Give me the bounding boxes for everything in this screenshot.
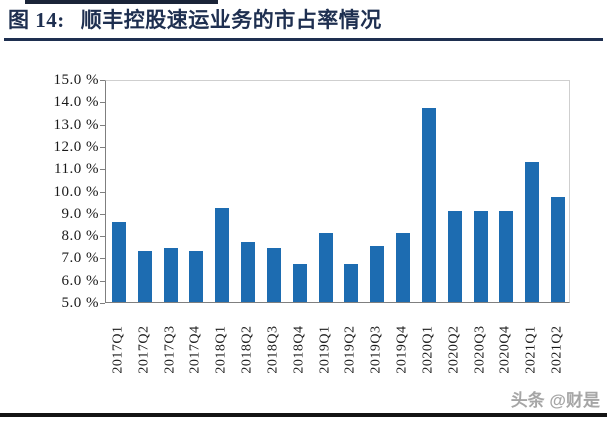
bar-2021Q2 <box>551 197 566 302</box>
y-tick-mark <box>100 124 105 126</box>
y-tick-label: 12.0 % <box>53 138 99 155</box>
x-tick-label-2018Q4: 2018Q4 <box>291 325 307 374</box>
bar-2018Q3 <box>266 248 281 302</box>
bar-2017Q3 <box>163 248 178 302</box>
x-tick-label-2020Q2: 2020Q2 <box>446 325 462 374</box>
y-tick-label: 7.0 % <box>61 250 99 267</box>
x-tick-label-2018Q3: 2018Q3 <box>265 325 281 374</box>
y-tick-mark <box>100 146 105 148</box>
y-tick-mark <box>100 280 105 282</box>
bar-2018Q2 <box>241 241 256 302</box>
x-tick-label-2018Q1: 2018Q1 <box>213 325 229 374</box>
y-tick-label: 5.0 % <box>61 295 99 311</box>
bar-2020Q2 <box>447 210 462 302</box>
y-axis-labels: 15.0 % 14.0 % 13.0 % 12.0 % 11.0 % 10.0 % 9.0 … <box>0 0 105 422</box>
y-tick-mark <box>100 236 105 238</box>
y-tick-mark <box>100 258 105 260</box>
x-tick-label-2019Q4: 2019Q4 <box>394 325 410 374</box>
y-tick-mark <box>100 213 105 215</box>
bar-2018Q1 <box>215 208 230 302</box>
bottom-border-line <box>0 413 607 417</box>
x-tick-label-2017Q1: 2017Q1 <box>110 325 126 374</box>
x-tick-label-2020Q3: 2020Q3 <box>472 325 488 374</box>
y-tick-label: 13.0 % <box>53 116 99 133</box>
x-tick-label-2017Q4: 2017Q4 <box>187 325 203 374</box>
bar-2019Q1 <box>318 232 333 302</box>
figure-title: 图 14: 顺丰控股速运业务的市占率情况 <box>8 6 600 36</box>
x-tick-label-2019Q2: 2019Q2 <box>342 325 358 374</box>
y-tick-label: 8.0 % <box>61 228 99 245</box>
figure-number-label: 图 14: <box>8 8 65 32</box>
x-tick-label-2017Q3: 2017Q3 <box>162 325 178 374</box>
bar-2020Q3 <box>473 210 488 302</box>
bar-2020Q4 <box>499 210 514 302</box>
top-border-artifact <box>25 0 218 4</box>
y-tick-label: 15.0 % <box>53 72 99 88</box>
figure-title-text: 顺丰控股速运业务的市占率情况 <box>80 8 382 32</box>
x-tick-label-2017Q2: 2017Q2 <box>136 325 152 374</box>
bar-2017Q4 <box>189 250 204 302</box>
bar-2019Q3 <box>370 246 385 302</box>
y-tick-mark <box>100 102 105 104</box>
bar-2018Q4 <box>292 264 307 302</box>
x-tick-label-2020Q1: 2020Q1 <box>420 325 436 374</box>
x-tick-label-2019Q3: 2019Q3 <box>368 325 384 374</box>
bar-2017Q2 <box>137 250 152 302</box>
x-tick-label-2021Q2: 2021Q2 <box>549 325 565 374</box>
y-tick-label: 11.0 % <box>54 161 99 178</box>
bar-2017Q1 <box>111 221 126 302</box>
bar-2020Q1 <box>421 108 436 302</box>
y-tick-label: 10.0 % <box>53 183 99 200</box>
x-tick-label-2019Q1: 2019Q1 <box>317 325 333 374</box>
x-tick-label-2021Q1: 2021Q1 <box>523 325 539 374</box>
y-tick-mark <box>100 303 105 304</box>
y-tick-mark <box>100 80 105 81</box>
y-tick-label: 14.0 % <box>53 94 99 111</box>
y-tick-label: 6.0 % <box>61 272 99 289</box>
y-tick-mark <box>100 169 105 171</box>
x-tick-label-2020Q4: 2020Q4 <box>497 325 513 374</box>
x-tick-label-2018Q2: 2018Q2 <box>239 325 255 374</box>
bar-2021Q1 <box>525 161 540 302</box>
plot-area <box>105 80 570 303</box>
bar-2019Q4 <box>396 232 411 302</box>
y-tick-label: 9.0 % <box>61 205 99 222</box>
title-underline <box>4 38 603 41</box>
bar-2019Q2 <box>344 264 359 302</box>
watermark: 头条 @财是 <box>510 391 600 410</box>
y-tick-mark <box>100 191 105 193</box>
